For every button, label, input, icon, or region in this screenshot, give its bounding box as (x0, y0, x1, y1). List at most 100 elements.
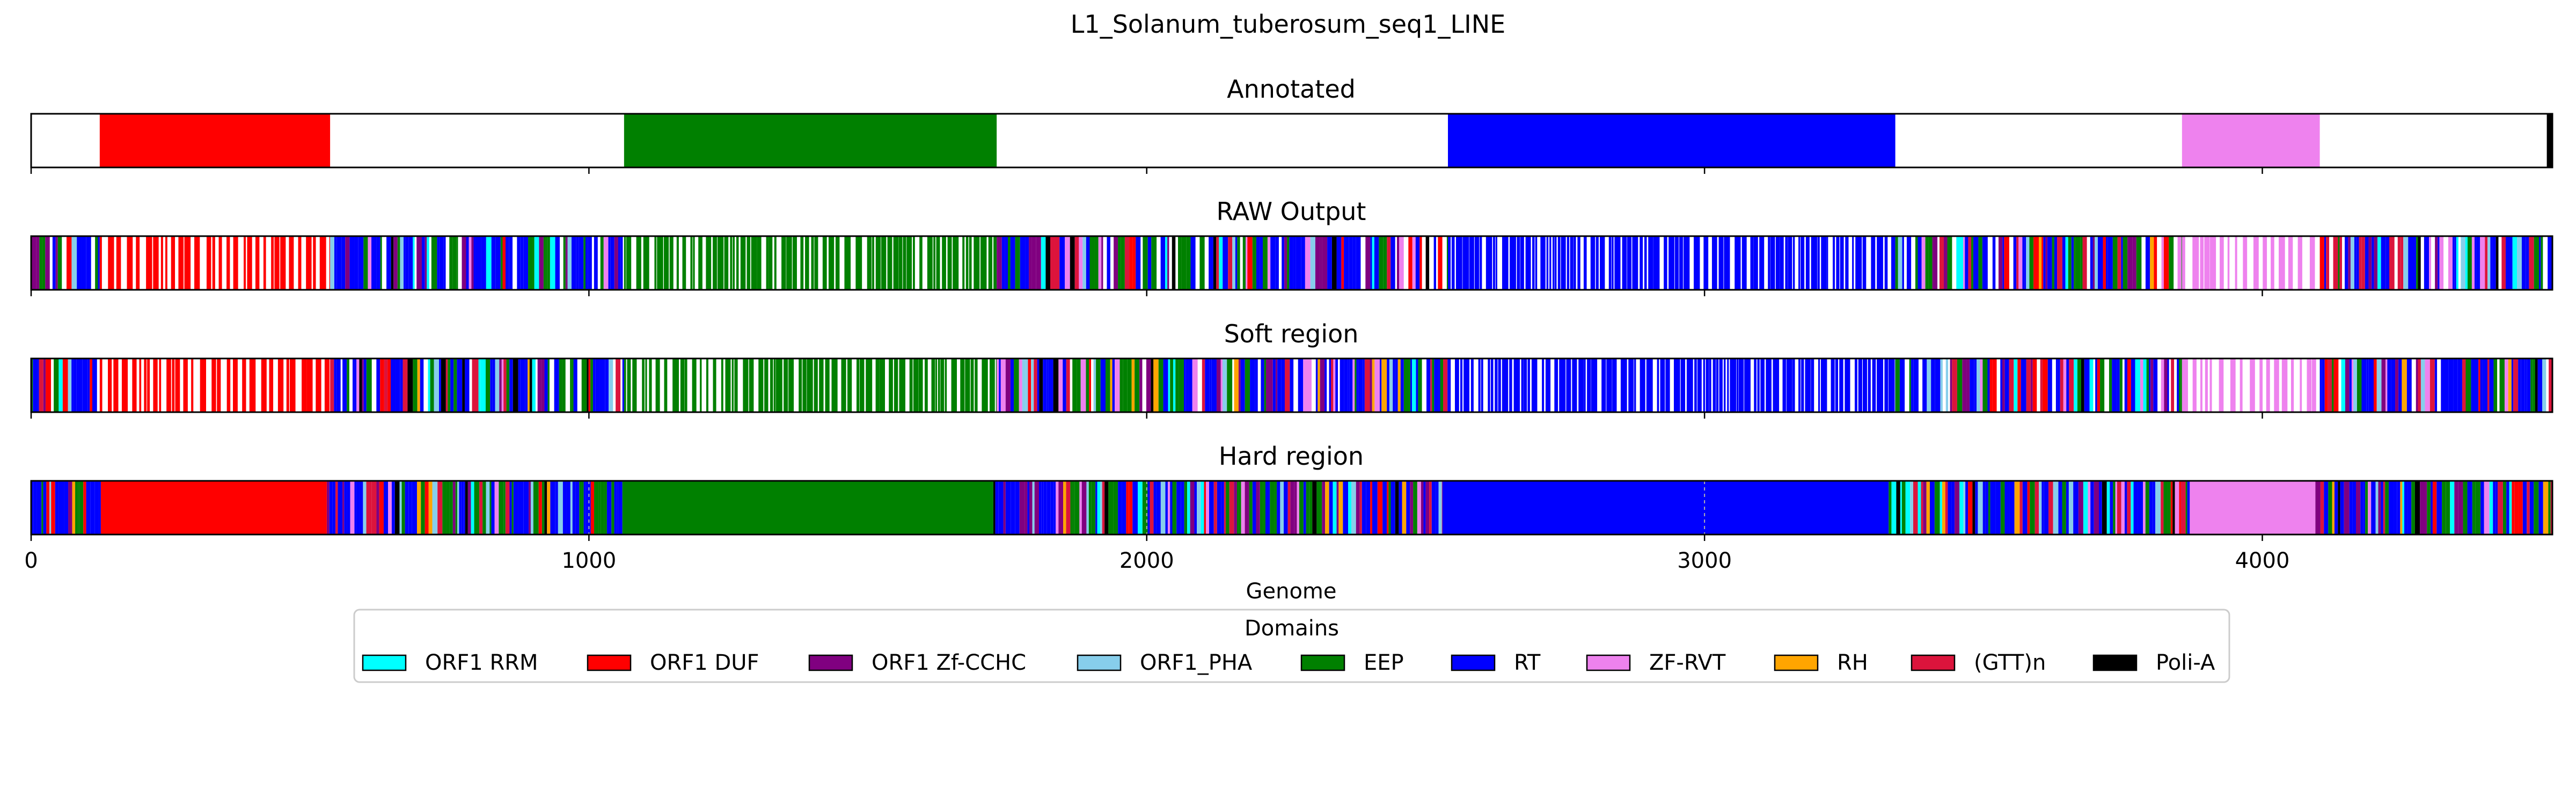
domain-stripe (1213, 236, 1217, 290)
domain-stripe (2550, 481, 2552, 535)
domain-stripe (1889, 358, 1895, 412)
domain-stripe (1948, 481, 1952, 535)
domain-stripe (2521, 236, 2526, 290)
domain-stripe (1931, 358, 1935, 412)
domain-stripe (1399, 481, 1402, 535)
domain-stripe (379, 481, 384, 535)
domain-stripe (2103, 236, 2106, 290)
domain-stripe (1167, 481, 1170, 535)
domain-stripe (706, 236, 712, 290)
domain-stripe (1554, 358, 1558, 412)
domain-stripe (879, 358, 885, 412)
domain-stripe (2424, 236, 2429, 290)
domain-stripe (1199, 236, 1205, 290)
domain-stripe (2511, 358, 2514, 412)
domain-stripe (1097, 481, 1101, 535)
domain-stripe (1150, 481, 1154, 535)
domain-stripe (2009, 358, 2014, 412)
domain-stripe (2065, 236, 2068, 290)
domain-stripe (2143, 481, 2146, 535)
domain-stripe (350, 481, 355, 535)
domain-stripe (543, 236, 546, 290)
domain-stripe (1998, 236, 2003, 290)
domain-stripe (2508, 358, 2512, 412)
domain-stripe (1024, 481, 1028, 535)
domain-stripe (349, 236, 355, 290)
domain-stripe (1333, 358, 1336, 412)
domain-stripe (166, 358, 171, 412)
domain-stripe (672, 358, 679, 412)
domain-stripe (1095, 481, 1097, 535)
domain-stripe (1301, 236, 1305, 290)
domain-stripe (1502, 236, 1509, 290)
domain-stripe (1785, 236, 1788, 290)
domain-stripe (54, 358, 59, 412)
domain-stripe (792, 236, 797, 290)
domain-stripe (1410, 358, 1413, 412)
domain-stripe (1098, 236, 1102, 290)
domain-stripe (494, 481, 499, 535)
domain-stripe (78, 481, 80, 535)
domain-stripe (1868, 358, 1871, 412)
domain-stripe (1379, 236, 1384, 290)
domain-stripe (1495, 236, 1497, 290)
domain-stripe (1331, 236, 1337, 290)
domain-stripe (1029, 481, 1033, 535)
domain-stripe (1413, 481, 1417, 535)
domain-stripe (2389, 481, 2394, 535)
domain-stripe (2088, 481, 2091, 535)
domain-stripe (965, 358, 970, 412)
domain-stripe (1324, 358, 1327, 412)
domain-stripe (1356, 236, 1361, 290)
domain-stripe (550, 481, 555, 535)
domain-stripe (2110, 481, 2113, 535)
domain-stripe (1942, 481, 1945, 535)
domain-stripe (505, 236, 509, 290)
domain-stripe (2274, 358, 2279, 412)
domain-stripe (446, 481, 450, 535)
domain-stripe (472, 358, 474, 412)
domain-stripe (2407, 481, 2412, 535)
domain-stripe (909, 358, 913, 412)
domain-stripe (1275, 236, 1279, 290)
domain-stripe (2150, 236, 2154, 290)
domain-stripe (2381, 481, 2383, 535)
domain-stripe (1668, 236, 1675, 290)
domain-stripe (1959, 481, 1964, 535)
domain-stripe (1175, 358, 1179, 412)
domain-stripe (465, 481, 468, 535)
domain-stripe (856, 358, 860, 412)
domain-stripe (1448, 236, 1451, 290)
domain-stripe (962, 236, 965, 290)
domain-stripe (2138, 481, 2143, 535)
domain-stripe (412, 481, 417, 535)
domain-stripe (1962, 358, 1967, 412)
domain-stripe (532, 358, 536, 412)
domain-stripe (822, 236, 827, 290)
domain-stripe (280, 236, 286, 290)
domain-stripe (2496, 236, 2499, 290)
domain-stripe (2250, 358, 2255, 412)
domain-stripe (1187, 481, 1190, 535)
legend-label: ORF1_PHA (1140, 650, 1253, 675)
domain-stripe (1660, 358, 1665, 412)
domain-stripe (2534, 236, 2540, 290)
domain-stripe (2019, 481, 2023, 535)
domain-stripe (1978, 236, 1982, 290)
domain-stripe (627, 358, 631, 412)
domain-stripe (302, 358, 307, 412)
domain-stripe (1723, 358, 1726, 412)
domain-stripe (1520, 236, 1524, 290)
domain-stripe (1440, 358, 1444, 412)
domain-stripe (1606, 358, 1612, 412)
domain-stripe (1587, 358, 1591, 412)
domain-stripe (537, 358, 541, 412)
domain-stripe (1871, 236, 1876, 290)
domain-stripe (1855, 236, 1862, 290)
domain-stripe (2057, 236, 2062, 290)
domain-stripe (1344, 358, 1348, 412)
domain-stripe (1525, 236, 1531, 290)
domain-stripe (83, 481, 86, 535)
domain-stripe (614, 481, 617, 535)
legend-swatch-poli-a (2092, 654, 2138, 671)
